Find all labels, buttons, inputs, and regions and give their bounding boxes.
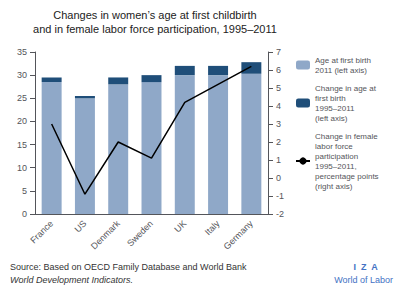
- svg-text:-2: -2: [276, 209, 284, 219]
- svg-text:percentage points: percentage points: [315, 172, 379, 181]
- svg-text:first birth: first birth: [315, 94, 346, 103]
- svg-text:Changes in women’s age at firs: Changes in women’s age at first childbir…: [53, 9, 256, 21]
- svg-text:1: 1: [276, 155, 281, 165]
- svg-text:2: 2: [276, 137, 281, 147]
- svg-text:1995–2011,: 1995–2011,: [315, 162, 357, 171]
- svg-text:Change in age at: Change in age at: [315, 84, 377, 93]
- svg-text:6: 6: [276, 65, 281, 75]
- svg-text:I Z A: I Z A: [354, 262, 379, 272]
- svg-text:Denmark: Denmark: [89, 218, 122, 251]
- svg-text:(left axis): (left axis): [315, 114, 348, 123]
- svg-text:2011 (left axis): 2011 (left axis): [315, 66, 367, 75]
- svg-text:France: France: [28, 218, 55, 245]
- svg-text:20: 20: [17, 116, 27, 126]
- svg-text:Germany: Germany: [222, 218, 256, 252]
- svg-text:5: 5: [276, 83, 281, 93]
- svg-text:35: 35: [17, 47, 27, 57]
- svg-text:Source: Based on OECD Family D: Source: Based on OECD Family Database an…: [10, 262, 247, 272]
- svg-text:15: 15: [17, 140, 27, 150]
- svg-text:5: 5: [22, 186, 27, 196]
- svg-text:World of Labor: World of Labor: [334, 275, 393, 285]
- svg-text:(right axis): (right axis): [315, 182, 353, 191]
- svg-text:UK: UK: [172, 218, 188, 234]
- svg-text:labor force: labor force: [315, 142, 353, 151]
- svg-text:-1: -1: [276, 191, 284, 201]
- svg-text:Age at first birth: Age at first birth: [315, 56, 371, 65]
- svg-text:participation: participation: [315, 152, 358, 161]
- svg-text:7: 7: [276, 47, 281, 57]
- svg-text:Change in female: Change in female: [315, 132, 378, 141]
- svg-text:25: 25: [17, 93, 27, 103]
- svg-text:Sweden: Sweden: [125, 218, 155, 248]
- svg-text:30: 30: [17, 70, 27, 80]
- svg-text:Italy: Italy: [203, 218, 222, 237]
- svg-text:1995–2011: 1995–2011: [315, 104, 355, 113]
- svg-text:World Development Indicators.: World Development Indicators.: [10, 275, 133, 285]
- svg-text:and in female labor force part: and in female labor force participation,…: [33, 23, 277, 35]
- svg-text:0: 0: [276, 173, 281, 183]
- svg-text:3: 3: [276, 119, 281, 129]
- svg-text:0: 0: [22, 209, 27, 219]
- svg-text:10: 10: [17, 163, 27, 173]
- svg-text:US: US: [73, 218, 89, 234]
- svg-text:4: 4: [276, 101, 281, 111]
